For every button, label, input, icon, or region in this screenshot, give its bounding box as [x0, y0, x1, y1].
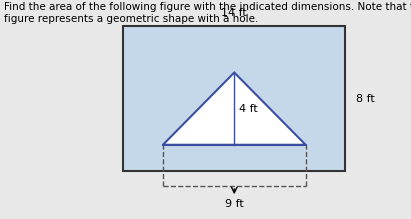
Bar	[123, 26, 345, 171]
Text: 9 ft: 9 ft	[225, 199, 244, 209]
Text: 8 ft: 8 ft	[356, 94, 374, 104]
Text: 14 ft: 14 ft	[222, 7, 247, 18]
Polygon shape	[163, 72, 306, 145]
Text: Find the area of the following figure with the indicated dimensions. Note that t: Find the area of the following figure wi…	[4, 2, 411, 24]
Text: 4 ft: 4 ft	[239, 104, 258, 114]
